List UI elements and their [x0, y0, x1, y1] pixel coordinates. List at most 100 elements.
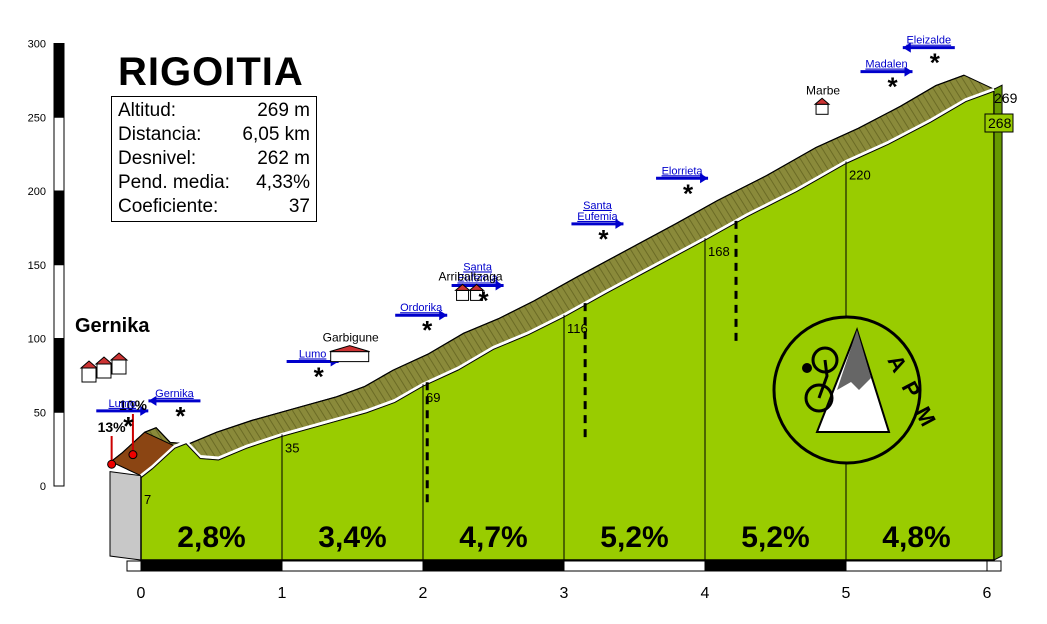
place-label: Arribaltzaga [439, 269, 503, 283]
km-altitude-label: 7 [144, 492, 151, 507]
house-icon [815, 103, 829, 115]
segment-grade-label: 3,4% [318, 521, 386, 554]
road-line-shadow [140, 90, 995, 479]
stat-coeficiente: Coeficiente: 37 [118, 195, 310, 219]
x-scale-block [140, 560, 283, 572]
x-tick-label: 6 [983, 585, 992, 602]
segment-grade-label: 4,8% [882, 521, 950, 554]
segment-grade-label: 4,7% [459, 521, 527, 554]
steep-label: 13% [98, 419, 127, 435]
house-icon [456, 289, 470, 301]
direction-arrowhead [148, 395, 157, 406]
km-altitude-label: 69 [426, 390, 440, 405]
stat-altitud: Altitud: 269 m [118, 99, 310, 123]
x-tick-label: 5 [842, 585, 851, 602]
steep-pin [107, 459, 117, 469]
summit-label: 269 [994, 90, 1018, 106]
junction-asterisk: * [175, 401, 186, 431]
direction-arrowhead [615, 218, 624, 229]
junction-asterisk: * [422, 315, 433, 345]
km-altitude-label: 35 [285, 440, 299, 455]
y-scale-block [53, 190, 65, 266]
direction-label: Eufemia [577, 211, 618, 223]
x-scale-block [845, 560, 988, 572]
x-scale-block [563, 560, 706, 572]
start-town: Gernika [75, 315, 150, 337]
direction-label: Madalen [865, 59, 907, 71]
road-line [140, 87, 995, 477]
house-roof-icon [454, 283, 471, 291]
base-wall [109, 471, 142, 561]
x-scale-block [422, 560, 565, 572]
stat-value: 262 m [257, 148, 310, 169]
town-house-icon [81, 367, 97, 383]
y-tick-label: 100 [28, 334, 46, 346]
junction-asterisk: * [123, 411, 134, 441]
y-tick-label: 0 [40, 481, 46, 493]
x-scale-block [704, 560, 847, 572]
house-roof-icon [329, 345, 370, 353]
x-tick-label: 2 [419, 585, 428, 602]
direction-arrowhead [902, 42, 911, 53]
direction-label: Eleizalde [906, 35, 951, 47]
junction-asterisk: * [598, 224, 609, 254]
town-house-icon [111, 359, 127, 375]
y-scale-block [53, 43, 65, 118]
steep-pin [128, 450, 138, 460]
house-icon [330, 351, 370, 363]
house-roof-icon [813, 97, 831, 105]
direction-arrowhead [140, 405, 149, 416]
stat-value: 4,33% [256, 172, 310, 193]
direction-label: Santa [583, 200, 613, 212]
final-label-box [984, 113, 1014, 133]
direction-arrowhead [700, 173, 709, 184]
stat-label: Desnivel: [118, 148, 197, 169]
x-scale-block [126, 560, 142, 572]
stat-label: Coeficiente: [118, 196, 219, 217]
x-tick-label: 0 [137, 585, 146, 602]
y-tick-label: 300 [28, 39, 46, 51]
town-roof-icon [79, 360, 99, 369]
stat-value: 6,05 km [242, 124, 310, 145]
stat-value: 269 m [257, 100, 310, 121]
segment-grade-label: 5,2% [600, 521, 668, 554]
stat-label: Altitud: [118, 100, 177, 121]
segment-grade-label: 2,8% [177, 521, 245, 554]
stat-label: Pend. media: [118, 172, 230, 193]
junction-asterisk: * [683, 178, 694, 208]
y-tick-label: 50 [34, 407, 46, 419]
km-altitude-label: 116 [567, 321, 588, 336]
steep-label: 10% [119, 397, 148, 413]
x-scale-block [986, 560, 1002, 572]
axis-layer: 0 50 100 150 200 250 300 0 1 2 3 4 5 6 [28, 39, 1002, 602]
y-scale-block [53, 264, 65, 339]
y-tick-label: 200 [28, 186, 46, 198]
direction-label: Lumo [109, 398, 137, 410]
y-scale-block [53, 338, 65, 413]
direction-label: Gernika [155, 388, 194, 400]
labels-layer: 7 35 69 116 168 220 2,8% 3,4% 4,7% 5,2% 5,2% 4,8% 26… [98, 35, 1018, 554]
direction-label: Elorrieta [662, 165, 704, 177]
place-label: Marbe [806, 83, 840, 97]
right-wall [993, 84, 1003, 561]
stat-pendiente: Pend. media: 4,33% [118, 171, 310, 195]
direction-label: Lumo [299, 348, 327, 360]
stat-distancia: Distancia: 6,05 km [118, 123, 310, 147]
junction-asterisk: * [479, 285, 490, 315]
direction-arrowhead [904, 66, 913, 77]
marks-layer [79, 42, 955, 560]
direction-label: Santa [463, 261, 493, 273]
direction-arrowhead [495, 280, 504, 291]
stat-desnivel: Desnivel: 262 m [118, 147, 310, 171]
town-house-icon [96, 363, 112, 379]
x-scale-block [281, 560, 424, 572]
direction-label: Eufemia [457, 272, 498, 284]
x-tick-label: 1 [278, 585, 287, 602]
segment-grade-label: 5,2% [741, 521, 809, 554]
stats-box: Altitud: 269 m Distancia: 6,05 km Desniv… [111, 96, 317, 222]
house-roof-icon [468, 283, 485, 291]
x-tick-label: 3 [560, 585, 569, 602]
climb-title: RIGOITIA [118, 50, 304, 94]
road-edge [110, 74, 965, 463]
km-altitude-label: 220 [849, 168, 871, 183]
